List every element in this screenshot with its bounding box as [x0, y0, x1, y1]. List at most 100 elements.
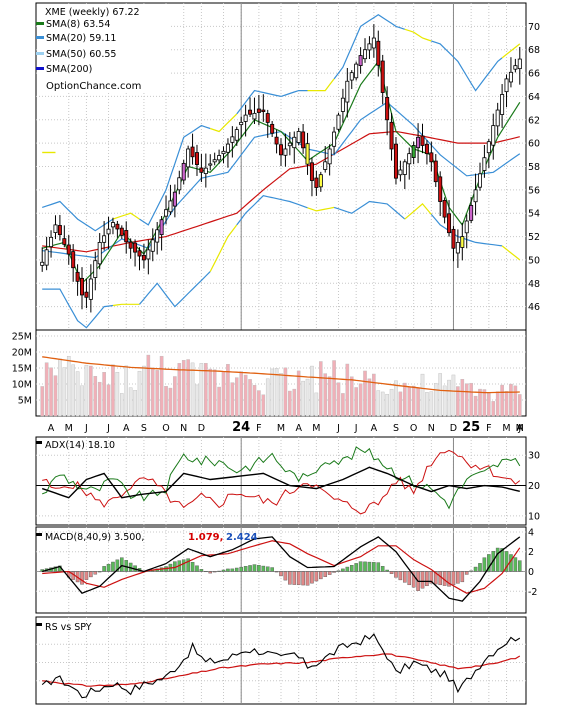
x-tick-label: N — [428, 423, 435, 434]
volume-bar-82 — [403, 382, 407, 417]
bollinger-lower-5 — [307, 206, 335, 212]
volume-bar-7 — [71, 364, 75, 417]
candle-63 — [318, 174, 323, 188]
price-tick-label: 46 — [528, 302, 540, 313]
candle-80 — [393, 143, 398, 179]
price-panel: 46 48 50 52 54 56 58 60 62 64 66 68 70 — [35, 2, 540, 331]
candle-37 — [203, 167, 208, 174]
macd-hist-value: 2.424 — [226, 532, 258, 543]
volume-bar-87 — [425, 392, 429, 417]
macd-hist-bar-48 — [252, 564, 257, 572]
macd-hist-bar-50 — [261, 565, 266, 572]
x-tick-label: 24 — [232, 420, 250, 435]
volume-tick-label: 25M — [12, 332, 32, 343]
adx-title: ADX(14) 18.10 — [45, 440, 115, 451]
macd-hist-bar-47 — [248, 565, 252, 572]
candle-12 — [93, 260, 98, 278]
volume-bar-68 — [341, 393, 345, 417]
macd-hist-bar-63 — [319, 571, 323, 580]
candle-88 — [429, 152, 434, 163]
candle-3 — [53, 224, 58, 233]
candle-86 — [420, 135, 425, 146]
volume-bar-96 — [464, 383, 469, 417]
candle-29 — [168, 200, 173, 213]
volume-bar-73 — [363, 370, 367, 417]
candle-98 — [473, 189, 478, 203]
x-axis: A M J J A S O N D 24 F M A M J J A S O N D 25 F M AMJ — [48, 420, 524, 435]
candle-107 — [513, 65, 518, 70]
volume-bar-84 — [411, 385, 416, 417]
legend-swatch-sma8 — [36, 22, 44, 25]
volume-bar-40 — [217, 386, 221, 417]
volume-average-line — [42, 356, 520, 394]
volume-bar-43 — [230, 382, 235, 417]
candle-7 — [71, 251, 76, 269]
candle-65 — [327, 148, 332, 165]
price-tick-label: 48 — [528, 279, 540, 290]
volume-bar-81 — [398, 391, 403, 417]
candle-85 — [416, 136, 421, 149]
volume-bar-20 — [128, 387, 133, 417]
macd-hist-bar-11 — [89, 571, 93, 578]
volume-bar-8 — [75, 371, 80, 417]
volume-bar-80 — [394, 380, 398, 417]
volume-bar-58 — [296, 370, 301, 417]
macd-header: MACD(8,40,9) 3.500, 1.079, 2.424 — [36, 532, 258, 543]
x-tick-label: A — [517, 423, 524, 434]
candle-106 — [508, 71, 513, 83]
volume-bar-6 — [66, 356, 71, 417]
adx-tick-label: 10 — [528, 511, 540, 522]
volume-bar-48 — [252, 385, 257, 417]
candle-17 — [115, 223, 120, 230]
macd-hist-bar-14 — [102, 566, 106, 572]
macd-hist-bar-98 — [473, 566, 478, 572]
price-tick-label: 68 — [528, 45, 540, 56]
macd-tick-label: 0 — [528, 567, 534, 578]
rs-average-line — [42, 653, 521, 687]
volume-bar-66 — [332, 360, 336, 417]
macd-hist-bar-36 — [199, 569, 204, 572]
volume-bar-27 — [159, 355, 164, 417]
x-tick-label: 25 — [462, 420, 480, 435]
rs-title: RS vs SPY — [45, 622, 92, 633]
macd-tick-label: -2 — [528, 587, 537, 598]
candle-83 — [407, 153, 412, 165]
candle-13 — [97, 242, 102, 265]
volume-bar-28 — [164, 386, 168, 417]
macd-hist-bar-59 — [301, 571, 305, 586]
price-tick-label: 64 — [528, 92, 540, 103]
volume-bar-50 — [261, 394, 266, 417]
macd-hist-bar-75 — [372, 562, 376, 572]
candle-49 — [256, 108, 261, 113]
volume-bar-26 — [155, 370, 159, 417]
macd-hist-bar-64 — [323, 571, 328, 577]
candle-101 — [486, 141, 491, 154]
macd-hist-bar-42 — [226, 568, 230, 572]
volume-bar-107 — [513, 385, 518, 417]
candle-66 — [332, 131, 337, 147]
x-tick-label: M — [502, 423, 510, 434]
price-tick-label: 58 — [528, 162, 540, 173]
adx-header: ADX(14) 18.10 — [36, 440, 115, 451]
bollinger-upper-2 — [139, 124, 211, 226]
volume-bar-57 — [292, 388, 297, 417]
volume-bar-45 — [239, 371, 243, 417]
macd-hist-bar-80 — [394, 571, 398, 578]
candle-69 — [345, 80, 350, 103]
macd-hist-bar-87 — [425, 571, 429, 587]
candle-100 — [482, 157, 487, 171]
x-tick-label: J — [84, 423, 88, 434]
bollinger-upper-0 — [42, 200, 114, 232]
macd-panel: -2 0 2 4 — [35, 526, 537, 614]
macd-hist-bar-65 — [327, 571, 332, 575]
volume-tick-label: 15M — [12, 364, 32, 375]
candle-59 — [301, 131, 306, 149]
volume-bar-42 — [226, 364, 230, 417]
price-tick-label: 56 — [528, 185, 540, 196]
candle-108 — [517, 58, 522, 70]
candle-10 — [84, 291, 89, 298]
volume-bar-49 — [257, 390, 261, 417]
candle-38 — [208, 163, 213, 166]
candle-36 — [199, 167, 204, 173]
